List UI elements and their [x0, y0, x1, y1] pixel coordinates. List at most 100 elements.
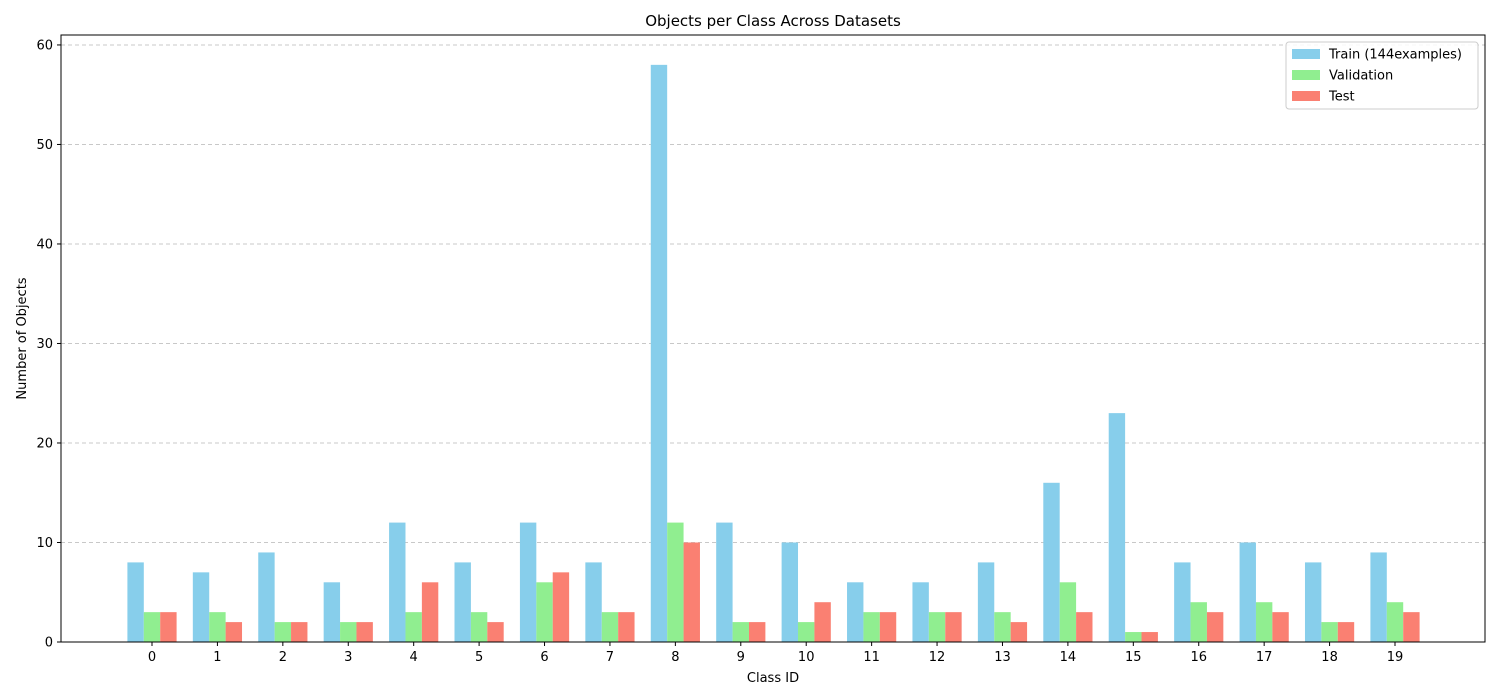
- bar-validation-class-17: [1255, 602, 1273, 642]
- y-axis-label: Number of Objects: [15, 277, 30, 399]
- bar-validation-class-3: [340, 622, 357, 642]
- bar-validation-class-12: [928, 612, 946, 642]
- bar-train-class-1: [192, 572, 210, 642]
- x-tick-label: 13: [994, 650, 1011, 665]
- bar-test-class-6: [552, 572, 570, 642]
- bar-validation-class-8: [667, 522, 684, 642]
- x-tick-label: 5: [475, 650, 483, 665]
- x-tick-label: 18: [1321, 650, 1338, 665]
- bar-train-class-15: [1108, 413, 1126, 642]
- bar-train-class-4: [389, 522, 406, 642]
- bar-test-class-0: [160, 612, 177, 642]
- bar-test-class-8: [683, 542, 700, 642]
- bar-test-class-10: [814, 602, 831, 642]
- y-axis-ticks: 0 10 20 30 40 50 60: [36, 38, 61, 651]
- bar-test-class-18: [1337, 622, 1355, 642]
- bar-train-class-18: [1304, 562, 1322, 642]
- bar-train-class-16: [1174, 562, 1191, 642]
- y-tick-label: 0: [45, 636, 53, 651]
- bar-validation-class-10: [798, 622, 815, 642]
- bar-validation-class-7: [601, 612, 619, 642]
- legend-label: Test: [1328, 90, 1355, 105]
- bar-test-class-11: [879, 612, 897, 642]
- bar-test-class-9: [748, 622, 766, 642]
- x-tick-label: 4: [410, 650, 418, 665]
- bar-train-class-6: [519, 522, 537, 642]
- grid-lines: [61, 44, 1485, 543]
- bar-validation-class-19: [1386, 602, 1404, 642]
- x-tick-label: 3: [344, 650, 352, 665]
- bar-train-class-14: [1043, 482, 1060, 642]
- bar-validation-class-2: [274, 622, 292, 642]
- bar-train-class-3: [323, 582, 341, 642]
- y-tick-label: 50: [36, 138, 53, 153]
- bar-validation-class-0: [143, 612, 161, 642]
- chart-title: Objects per Class Across Datasets: [645, 12, 901, 30]
- bar-validation-class-16: [1190, 602, 1207, 642]
- bar-validation-class-6: [536, 582, 553, 642]
- bar-test-class-1: [225, 622, 243, 642]
- legend-label: Validation: [1329, 69, 1393, 84]
- x-tick-label: 9: [737, 650, 745, 665]
- bars: [127, 64, 1420, 642]
- y-tick-label: 60: [36, 38, 53, 53]
- y-tick-label: 20: [36, 436, 53, 451]
- bar-validation-class-14: [1059, 582, 1077, 642]
- bar-train-class-8: [650, 64, 668, 642]
- bar-test-class-3: [356, 622, 373, 642]
- bar-train-class-0: [127, 562, 144, 642]
- x-axis-label: Class ID: [747, 671, 799, 686]
- x-tick-label: 12: [929, 650, 946, 665]
- legend-label: Train (144examples): [1328, 48, 1462, 63]
- x-axis-ticks: 0 1 2 3 4 5 6 7 8 9 10 11 12 13 14 15 16 17 18 19: [148, 642, 1403, 665]
- x-tick-label: 19: [1387, 650, 1404, 665]
- x-tick-label: 14: [1060, 650, 1077, 665]
- bar-train-class-2: [258, 552, 275, 642]
- bar-test-class-14: [1076, 612, 1093, 642]
- legend: Train (144examples) Validation Test: [1285, 41, 1479, 110]
- bar-test-class-4: [421, 582, 439, 642]
- bar-test-class-19: [1403, 612, 1420, 642]
- legend-box: [1285, 41, 1479, 110]
- y-tick-label: 30: [36, 337, 53, 352]
- x-tick-label: 6: [540, 650, 548, 665]
- y-tick-label: 40: [36, 237, 53, 252]
- bar-validation-class-11: [863, 612, 880, 642]
- legend-swatch: [1292, 91, 1320, 101]
- x-tick-label: 17: [1256, 650, 1273, 665]
- bar-test-class-17: [1272, 612, 1289, 642]
- bar-validation-class-5: [470, 612, 488, 642]
- bar-train-class-10: [781, 542, 799, 642]
- bar-validation-class-1: [209, 612, 226, 642]
- x-tick-label: 1: [213, 650, 221, 665]
- bar-validation-class-15: [1125, 632, 1142, 642]
- bar-test-class-16: [1206, 612, 1224, 642]
- bar-validation-class-18: [1321, 622, 1338, 642]
- y-tick-label: 10: [36, 536, 53, 551]
- x-tick-label: 15: [1125, 650, 1142, 665]
- bar-test-class-15: [1141, 632, 1158, 642]
- bar-train-class-5: [454, 562, 471, 642]
- bar-validation-class-9: [732, 622, 749, 642]
- x-tick-label: 8: [671, 650, 679, 665]
- x-tick-label: 7: [606, 650, 614, 665]
- bar-train-class-7: [585, 562, 602, 642]
- bar-test-class-2: [291, 622, 308, 642]
- x-tick-label: 16: [1190, 650, 1207, 665]
- bar-test-class-5: [487, 622, 504, 642]
- bar-train-class-9: [716, 522, 733, 642]
- legend-swatch: [1292, 49, 1320, 59]
- bar-train-class-11: [847, 582, 864, 642]
- bar-test-class-7: [618, 612, 635, 642]
- bar-train-class-13: [977, 562, 995, 642]
- plot-frame: [60, 34, 1486, 643]
- x-tick-label: 11: [863, 650, 880, 665]
- bar-train-class-17: [1239, 542, 1256, 642]
- bar-validation-class-4: [405, 612, 422, 642]
- x-tick-label: 2: [279, 650, 287, 665]
- bar-test-class-13: [1010, 622, 1028, 642]
- x-tick-label: 0: [148, 650, 156, 665]
- bar-validation-class-13: [994, 612, 1011, 642]
- bar-test-class-12: [945, 612, 962, 642]
